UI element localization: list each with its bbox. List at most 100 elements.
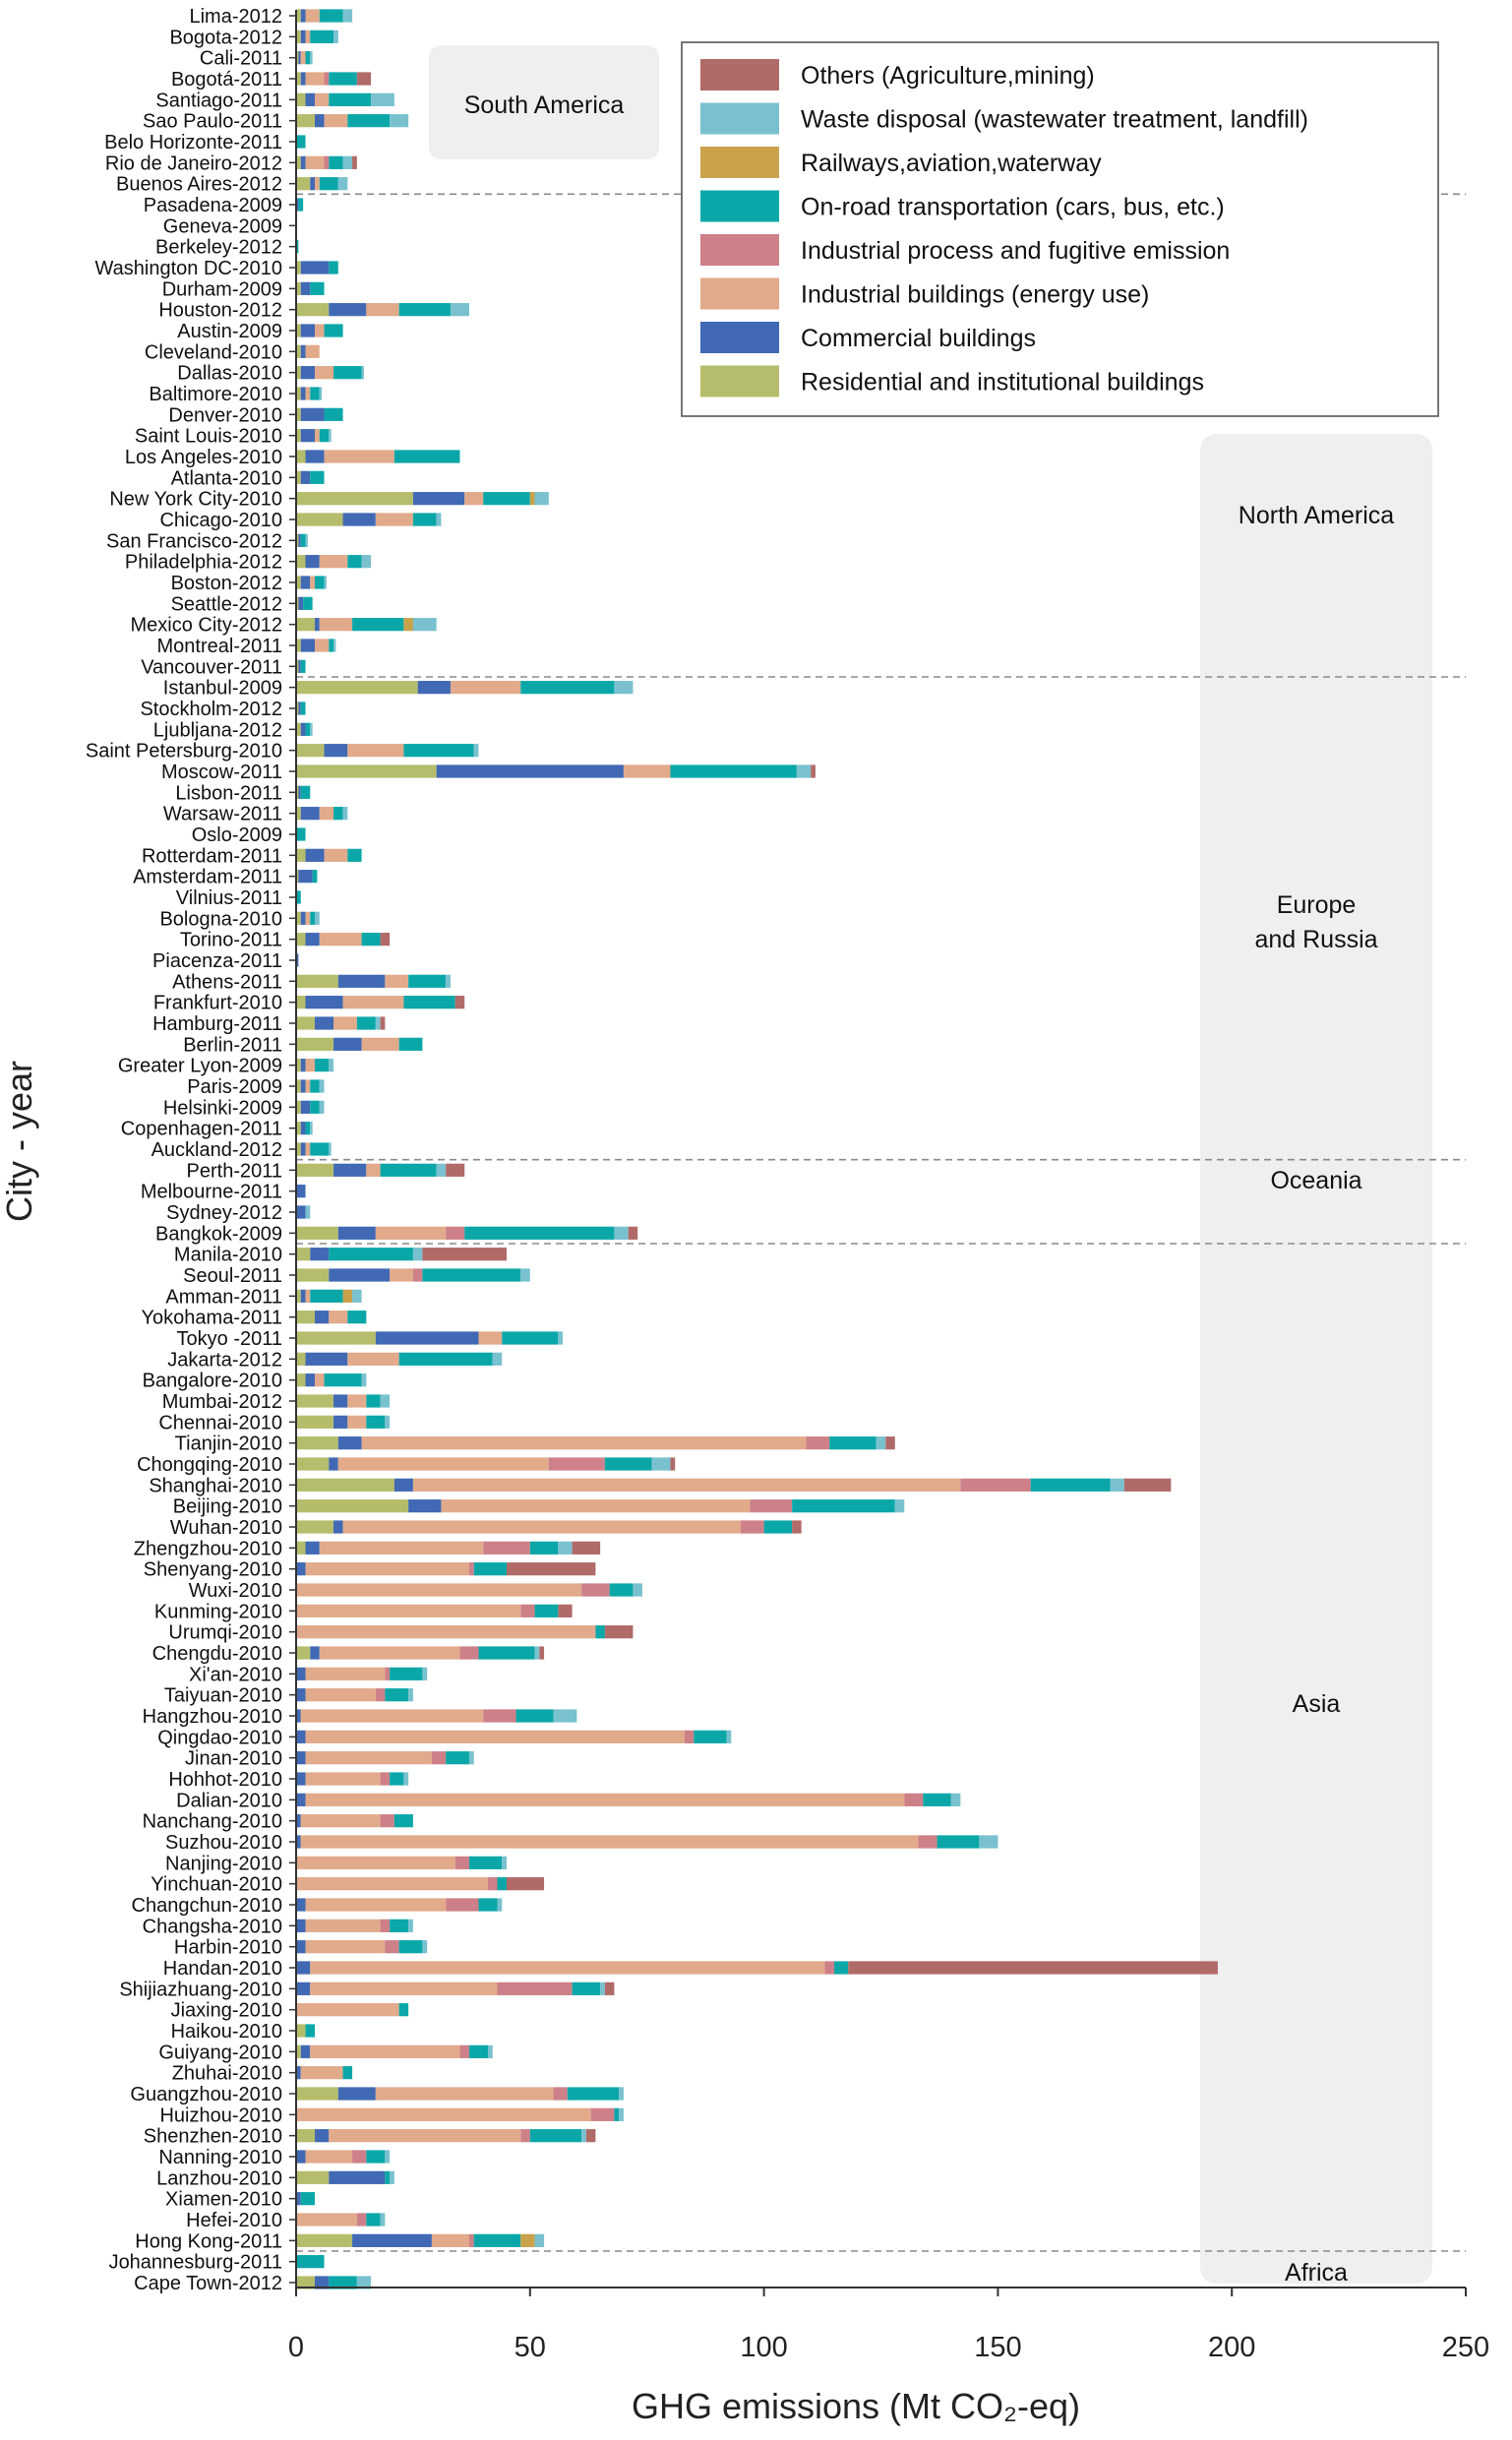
- bar-segment-ind: [319, 933, 362, 946]
- legend-label: On-road transportation (cars, bus, etc.): [801, 194, 1225, 221]
- category-label: Denver-2010: [168, 404, 282, 426]
- bar-segment-road: [609, 1583, 634, 1597]
- bar-segment-com: [296, 1709, 301, 1723]
- category-label: Durham-2009: [162, 278, 282, 300]
- bar-segment-com: [296, 1898, 306, 1912]
- bar-segment-ind: [305, 1772, 381, 1786]
- bar-segment-waste: [329, 1142, 332, 1156]
- category-label: Taiyuan-2010: [164, 1685, 282, 1707]
- bar-segment-waste: [487, 2044, 493, 2058]
- bar-segment-waste: [796, 764, 812, 778]
- bar-segment-ind: [296, 2003, 399, 2017]
- bar-segment-road: [356, 1016, 376, 1030]
- bar-segment-waste: [375, 1016, 381, 1030]
- bar-segment-com: [342, 513, 376, 526]
- category-label: Hangzhou-2010: [143, 1706, 282, 1728]
- bar-segment-ind: [329, 1311, 348, 1324]
- bar-segment-waste: [329, 1059, 334, 1072]
- bar-segment-com: [300, 722, 306, 736]
- category-label: Piacenza-2011: [152, 950, 282, 972]
- bar-segment-com: [298, 51, 301, 65]
- region-label: Oceania: [1270, 1167, 1361, 1194]
- category-label: Jiaxing-2010: [171, 2000, 282, 2022]
- bar-segment-road: [390, 1772, 404, 1786]
- bar-segment-res: [296, 492, 413, 506]
- bar-segment-com: [300, 261, 330, 274]
- bar-segment-com: [333, 1394, 348, 1408]
- x-axis-title: GHG emissions (Mt CO₂-eq): [632, 2386, 1080, 2426]
- category-label: Athens-2011: [172, 971, 282, 993]
- legend-label: Railways,aviation,waterway: [801, 150, 1102, 177]
- bar-segment-oth: [446, 1163, 465, 1177]
- category-label: Cleveland-2010: [145, 341, 282, 363]
- bar-segment-ind: [319, 1646, 460, 1660]
- bar-segment-road: [398, 2003, 409, 2017]
- bar-segment-ind: [310, 1961, 825, 1975]
- category-label: Beijing-2010: [173, 1496, 282, 1518]
- bar-segment-ind: [324, 114, 348, 128]
- bar-segment-road: [305, 51, 311, 65]
- bar-segment-res: [296, 659, 299, 673]
- bar-segment-oth: [604, 1625, 634, 1639]
- bar-segment-road: [310, 1079, 320, 1093]
- bar-segment-waste: [361, 1373, 367, 1387]
- bar-segment-proc: [446, 1226, 465, 1240]
- bar-segment-res: [296, 1100, 301, 1114]
- category-label: Shanghai-2010: [149, 1475, 282, 1496]
- bar-segment-waste: [558, 1331, 564, 1345]
- bar-segment-road: [446, 1751, 469, 1765]
- bar-segment-waste: [380, 2213, 386, 2226]
- region-label: Africa: [1285, 2259, 1348, 2287]
- legend-swatch-com: [700, 322, 779, 353]
- bar-segment-com: [300, 72, 306, 86]
- category-label: Yinchuan-2010: [151, 1874, 282, 1896]
- bar-segment-road: [515, 1709, 554, 1723]
- bar-segment-com: [300, 639, 316, 652]
- bar-segment-ind: [305, 1142, 311, 1156]
- bar-segment-waste: [726, 1730, 732, 1743]
- bar-segment-ind: [441, 1499, 751, 1513]
- category-label: Lisbon-2011: [175, 782, 282, 804]
- category-label: Xiamen-2010: [165, 2189, 282, 2211]
- bar-segment-ind: [431, 2233, 469, 2247]
- bar-segment-ind: [296, 1856, 455, 1869]
- bar-segment-res: [296, 1499, 409, 1513]
- bar-segment-com: [310, 177, 316, 191]
- bar-segment-ind: [329, 2129, 521, 2143]
- bar-segment-road: [324, 407, 343, 421]
- bar-segment-proc: [380, 1772, 391, 1786]
- bar-segment-ind: [310, 2044, 460, 2058]
- bar-segment-com: [375, 1331, 479, 1345]
- bar-segment-com: [300, 576, 311, 589]
- category-label: Hohhot-2010: [168, 1769, 282, 1791]
- bar-segment-res: [296, 2044, 301, 2058]
- bar-segment-com: [296, 1185, 306, 1198]
- bar-segment-road: [347, 555, 362, 569]
- bar-segment-proc: [356, 2213, 367, 2226]
- bar-segment-com: [300, 470, 311, 484]
- legend-swatch-ind: [700, 277, 779, 310]
- category-label: San Francisco-2012: [106, 530, 282, 552]
- region-label: Europe and Russia: [1254, 891, 1377, 953]
- bar-segment-res: [296, 2276, 316, 2289]
- bar-segment-res: [296, 1163, 334, 1177]
- bar-segment-road: [385, 1688, 409, 1702]
- bar-segment-ind: [305, 2150, 353, 2164]
- legend-label: Industrial buildings (energy use): [801, 281, 1149, 309]
- category-label: Los Angeles-2010: [125, 447, 282, 468]
- bar-segment-res: [296, 1289, 301, 1303]
- bar-segment-res: [296, 1079, 301, 1093]
- bar-segment-waste: [390, 2170, 394, 2184]
- region-label: South America: [464, 92, 625, 119]
- bar-segment-ind: [305, 9, 320, 23]
- category-label: Buenos Aires-2012: [116, 174, 282, 196]
- bar-segment-res: [296, 1248, 311, 1261]
- category-label: Berkeley-2012: [155, 237, 282, 259]
- bar-segment-waste: [310, 722, 313, 736]
- category-label: Chennai-2010: [158, 1412, 282, 1434]
- bar-segment-waste: [403, 1772, 409, 1786]
- bar-segment-com: [298, 533, 301, 547]
- legend-swatch-proc: [700, 234, 779, 266]
- category-label: Oslo-2009: [192, 824, 282, 846]
- bar-segment-ind: [300, 1709, 484, 1723]
